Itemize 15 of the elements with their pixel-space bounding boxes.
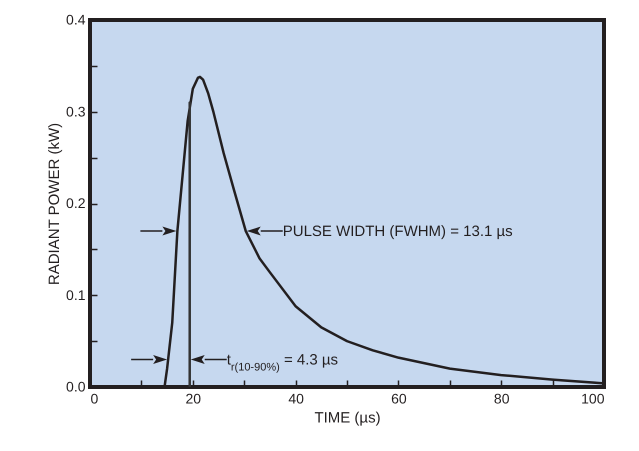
x-tick-label: 80 (494, 390, 510, 406)
x-tick-label: 60 (391, 390, 407, 406)
y-axis-title: RADIANT POWER (kW) (46, 122, 64, 286)
x-tick-label: 0 (90, 390, 98, 406)
x-tick-label: 20 (186, 390, 202, 406)
annotation: PULSE WIDTH (FWHM) = 13.1 µs (282, 223, 513, 240)
y-tick-label: 0.1 (66, 286, 86, 303)
y-tick-label: 0.0 (66, 378, 86, 394)
annotation: t$_{r(10-90%)}$ = 4.3 µs (226, 351, 338, 374)
y-tick-label: 0.3 (66, 103, 86, 120)
x-axis-title: TIME (µs) (314, 410, 381, 426)
y-tick-label: 0.4 (66, 12, 86, 28)
x-tick-label: 100 (581, 390, 605, 406)
x-tick-label: 40 (288, 390, 304, 406)
y-tick-label: 0.2 (66, 195, 86, 211)
